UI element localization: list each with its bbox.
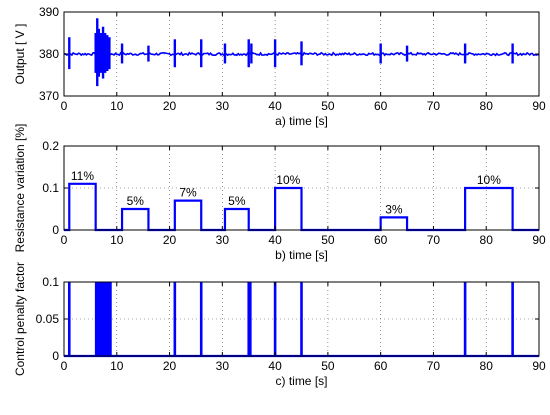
output-y-axis-label: Output [ V ] xyxy=(13,24,27,85)
penalty-x-axis-label: c) time [s] xyxy=(275,374,327,388)
resistance-pulse-label: 5% xyxy=(228,194,246,208)
resistance-y-tick-label: 0 xyxy=(52,223,59,237)
output-x-tick-label: 80 xyxy=(480,99,494,113)
resistance-pulse-label: 10% xyxy=(477,173,501,187)
penalty-x-tick-label: 90 xyxy=(532,359,546,373)
resistance-x-tick-label: 90 xyxy=(532,233,546,247)
penalty-x-tick-label: 70 xyxy=(427,359,441,373)
resistance-pulse-label: 3% xyxy=(385,202,403,216)
resistance-x-tick-label: 80 xyxy=(480,233,494,247)
resistance-x-tick-label: 50 xyxy=(321,233,335,247)
output-x-tick-label: 90 xyxy=(532,99,546,113)
resistance-x-tick-label: 20 xyxy=(163,233,177,247)
resistance-y-tick-label: 0.1 xyxy=(42,181,59,195)
penalty-y-tick-label: 0.1 xyxy=(42,275,59,289)
output-x-tick-label: 60 xyxy=(374,99,388,113)
output-panel: 0 10 20 30 40 50 60 70 80 90 370 380 390 a) time [s] O… xyxy=(13,5,546,128)
resistance-y-axis-label: Resistance variation [%] xyxy=(13,124,27,253)
penalty-x-tick-label: 30 xyxy=(216,359,230,373)
penalty-x-tick-label: 50 xyxy=(321,359,335,373)
penalty-y-axis-label: Control penalty factor xyxy=(13,262,27,376)
resistance-x-tick-label: 60 xyxy=(374,233,388,247)
penalty-x-tick-label: 0 xyxy=(61,359,68,373)
penalty-y-tick-label: 0.05 xyxy=(36,312,60,326)
output-x-tick-label: 40 xyxy=(268,99,282,113)
penalty-x-tick-label: 60 xyxy=(374,359,388,373)
resistance-x-axis-label: b) time [s] xyxy=(275,248,328,262)
output-y-tick-label: 370 xyxy=(39,89,59,103)
resistance-x-tick-label: 40 xyxy=(268,233,282,247)
resistance-x-tick-label: 0 xyxy=(61,233,68,247)
penalty-y-tick-label: 0 xyxy=(52,349,59,363)
output-x-tick-label: 0 xyxy=(61,99,68,113)
penalty-x-tick-label: 80 xyxy=(480,359,494,373)
penalty-x-tick-label: 20 xyxy=(163,359,177,373)
resistance-x-tick-label: 10 xyxy=(110,233,124,247)
penalty-panel: 0 10 20 30 40 50 60 70 80 90 0 0.05 0.1 c) time [s] Co… xyxy=(13,262,546,388)
output-y-tick-label: 380 xyxy=(39,47,59,61)
output-x-tick-label: 20 xyxy=(163,99,177,113)
output-x-tick-label: 10 xyxy=(110,99,124,113)
output-x-axis-label: a) time [s] xyxy=(275,114,328,128)
output-x-tick-label: 30 xyxy=(216,99,230,113)
output-x-tick-label: 50 xyxy=(321,99,335,113)
penalty-x-tick-label: 40 xyxy=(268,359,282,373)
output-x-tick-label: 70 xyxy=(427,99,441,113)
resistance-pulse-label: 7% xyxy=(179,186,197,200)
resistance-pulse-label: 10% xyxy=(276,173,300,187)
resistance-x-tick-label: 30 xyxy=(216,233,230,247)
resistance-x-tick-label: 70 xyxy=(427,233,441,247)
resistance-pulse-label: 11% xyxy=(71,169,94,183)
resistance-pulse-label: 5% xyxy=(127,194,145,208)
penalty-x-tick-label: 10 xyxy=(110,359,124,373)
output-y-tick-label: 390 xyxy=(39,5,59,19)
resistance-panel: 11% 5% 7% 5% 10% 3% 10% 0 10 20 30 40 50 60 70 80 90 0 0.1… xyxy=(13,124,546,262)
resistance-y-tick-label: 0.2 xyxy=(42,139,59,153)
